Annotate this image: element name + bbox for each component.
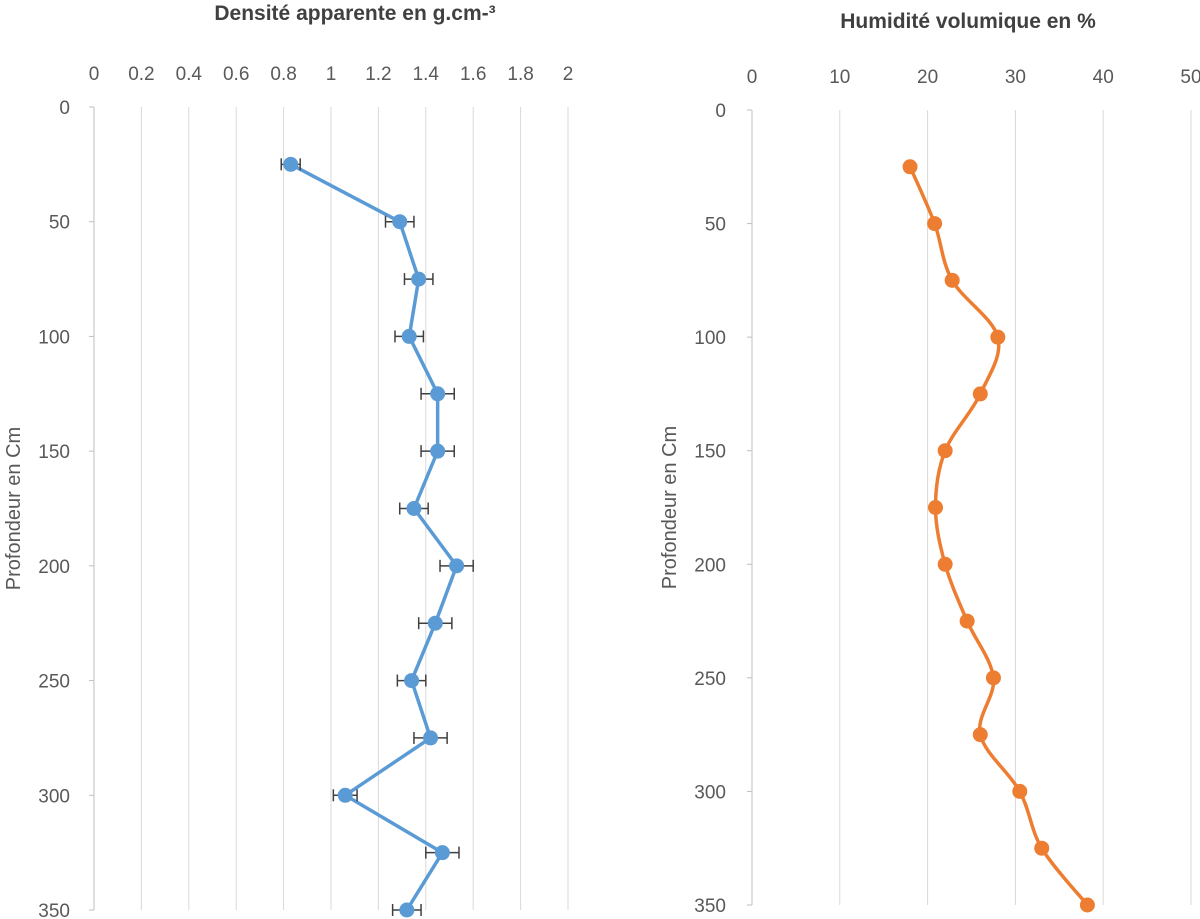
y-axis-label: Profondeur en Cm bbox=[3, 427, 25, 590]
y-axis-label: Profondeur en Cm bbox=[659, 426, 681, 589]
data-point bbox=[972, 727, 988, 743]
data-point bbox=[283, 156, 299, 172]
chart-title: Densité apparente en g.cm-³ bbox=[214, 2, 495, 25]
x-tick-label: 1.2 bbox=[365, 64, 391, 85]
data-point bbox=[1012, 783, 1028, 799]
x-tick-label: 40 bbox=[1093, 67, 1114, 88]
data-point bbox=[937, 443, 953, 459]
y-tick-label: 200 bbox=[694, 555, 726, 576]
data-point bbox=[990, 329, 1006, 345]
data-point bbox=[972, 386, 988, 402]
y-tick-label: 50 bbox=[49, 213, 70, 234]
y-tick-label: 350 bbox=[694, 896, 726, 917]
data-point bbox=[928, 500, 944, 515]
y-tick-label: 200 bbox=[38, 557, 70, 578]
data-point bbox=[423, 730, 439, 746]
y-tick-label: 100 bbox=[38, 327, 70, 348]
data-point bbox=[411, 271, 427, 287]
x-tick-label: 1.8 bbox=[507, 64, 533, 85]
data-point bbox=[937, 556, 953, 572]
data-point bbox=[985, 670, 1001, 686]
y-tick-label: 0 bbox=[715, 101, 726, 122]
y-tick-label: 250 bbox=[38, 672, 70, 693]
x-tick-label: 30 bbox=[1005, 67, 1026, 88]
x-tick-label: 50 bbox=[1180, 67, 1200, 88]
data-point bbox=[399, 902, 415, 918]
data-point bbox=[430, 443, 446, 459]
y-tick-label: 350 bbox=[38, 901, 70, 919]
data-point bbox=[427, 615, 443, 631]
data-point bbox=[430, 386, 446, 402]
x-tick-label: 0.8 bbox=[270, 64, 296, 85]
y-tick-label: 150 bbox=[694, 442, 726, 463]
x-tick-label: 1.6 bbox=[460, 64, 486, 85]
data-point bbox=[927, 216, 943, 232]
data-point bbox=[1079, 897, 1095, 913]
y-tick-label: 300 bbox=[694, 782, 726, 803]
x-tick-label: 1 bbox=[326, 64, 337, 85]
data-point bbox=[449, 558, 465, 574]
series-line bbox=[908, 166, 1089, 907]
x-tick-label: 1.4 bbox=[413, 64, 440, 85]
x-tick-label: 10 bbox=[829, 67, 850, 88]
data-point bbox=[902, 159, 918, 175]
y-tick-label: 150 bbox=[38, 442, 70, 463]
data-point bbox=[959, 613, 975, 629]
x-tick-label: 0 bbox=[89, 64, 100, 85]
data-point bbox=[434, 845, 450, 861]
y-tick-label: 100 bbox=[694, 328, 726, 349]
y-tick-label: 50 bbox=[705, 215, 726, 236]
data-point bbox=[404, 673, 420, 689]
y-tick-label: 0 bbox=[59, 98, 70, 119]
data-point bbox=[944, 272, 960, 288]
chart-title: Humidité volumique en % bbox=[840, 10, 1096, 33]
x-tick-label: 2 bbox=[563, 64, 574, 85]
series-line bbox=[289, 162, 459, 911]
x-tick-label: 0.4 bbox=[176, 64, 203, 85]
data-point bbox=[392, 214, 408, 230]
x-tick-label: 0.6 bbox=[223, 64, 249, 85]
x-tick-label: 20 bbox=[917, 67, 938, 88]
data-point bbox=[401, 328, 417, 344]
y-tick-label: 300 bbox=[38, 786, 70, 807]
data-point bbox=[337, 787, 353, 803]
chart-1: Densité apparente en g.cm-³ 0 0.2 0.4 0.6 0.8… bbox=[3, 2, 573, 919]
data-point bbox=[406, 501, 422, 516]
x-tick-label: 0.2 bbox=[128, 64, 154, 85]
data-point bbox=[1034, 840, 1050, 856]
chart-2: Humidité volumique en % 0 10 20 30 40 50 0 50 100… bbox=[659, 10, 1200, 917]
y-tick-label: 250 bbox=[694, 669, 726, 690]
x-tick-label: 0 bbox=[747, 67, 758, 88]
